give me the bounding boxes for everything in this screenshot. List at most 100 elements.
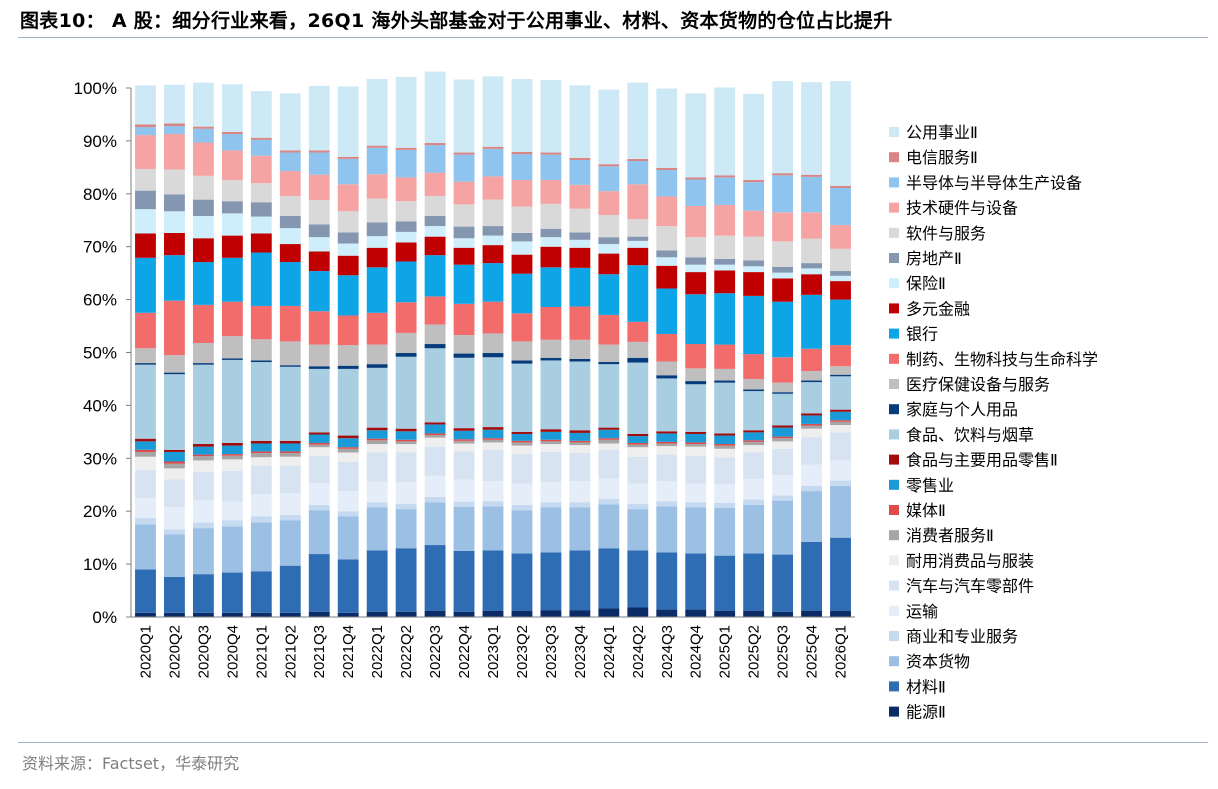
bar-segment <box>511 360 533 364</box>
bar-segment <box>685 431 707 434</box>
bar-segment <box>772 438 794 442</box>
bar-segment <box>221 459 243 471</box>
bar-segment <box>279 465 301 494</box>
bar-segment <box>685 507 707 554</box>
bar-segment <box>540 267 562 308</box>
bar-segment <box>627 447 649 457</box>
bar-segment <box>685 384 707 432</box>
bar-segment <box>453 428 475 431</box>
bar-segment <box>279 262 301 306</box>
bar-segment <box>772 173 794 176</box>
bar-segment <box>598 362 620 365</box>
legend-swatch <box>889 580 899 591</box>
bar-segment <box>192 612 214 617</box>
bar-segment <box>569 232 591 240</box>
bar-segment <box>424 437 446 447</box>
x-tick-label: 2020Q3 <box>195 625 212 678</box>
y-tick-label: 0% <box>92 608 117 627</box>
bar-segment <box>482 357 504 428</box>
bar-segment <box>540 152 562 155</box>
bar-segment <box>743 445 765 453</box>
bar-segment <box>308 366 330 369</box>
bar-segment <box>598 253 620 275</box>
bar-segment <box>308 483 330 505</box>
bar-segment <box>250 305 272 340</box>
bar-segment <box>830 248 851 272</box>
x-tick-label: 2023Q3 <box>543 625 560 678</box>
bar-segment <box>540 431 562 440</box>
x-tick-label: 2024Q4 <box>688 625 705 678</box>
bar-segment <box>627 219 649 237</box>
bar-segment <box>135 612 156 617</box>
bar-segment <box>135 497 156 519</box>
bar-segment <box>482 427 504 430</box>
bar-segment <box>366 438 388 441</box>
bar-segment <box>482 146 504 149</box>
bar-segment <box>279 365 301 367</box>
bar-segment <box>395 332 417 354</box>
bar-segment <box>598 237 620 245</box>
bar-segment <box>135 451 156 457</box>
x-tick-label: 2021Q1 <box>253 625 270 678</box>
bar-segment <box>424 145 446 173</box>
bar-segment <box>772 278 794 302</box>
legend-label: 食品、饮料与烟草 <box>906 425 1034 444</box>
bar-segment <box>627 82 649 159</box>
bar-segment <box>540 154 562 181</box>
bar-segment <box>540 203 562 229</box>
bar-segment <box>511 154 533 181</box>
bar-segment <box>801 212 822 239</box>
bar-segment <box>366 344 388 365</box>
bar-segment <box>279 565 301 613</box>
bar-segment <box>279 612 301 617</box>
bar-segment <box>801 491 822 542</box>
bar-segment <box>135 135 156 169</box>
legend-label: 半导体与半导体生产设备 <box>906 173 1082 192</box>
bar-segment <box>453 430 475 440</box>
bar-segment <box>511 504 533 511</box>
bar-segment <box>743 260 765 267</box>
bar-segment <box>627 550 649 608</box>
bar-segment <box>685 442 707 445</box>
bar-segment <box>685 237 707 258</box>
bar-segment <box>598 214 620 238</box>
bar-segment <box>511 363 533 432</box>
bar-segment <box>164 169 185 195</box>
bar-segment <box>337 275 359 316</box>
bar-segment <box>569 247 591 268</box>
bar-segment <box>511 232 533 242</box>
legend-swatch <box>889 379 899 389</box>
bar-segment <box>685 272 707 295</box>
bar-segment <box>743 504 765 554</box>
bar-segment <box>685 294 707 345</box>
bar-segment <box>772 382 794 393</box>
bar-segment <box>685 177 707 180</box>
bar-segment <box>453 154 475 182</box>
bar-segment <box>830 81 851 186</box>
bar-segment <box>656 288 678 334</box>
bar-segment <box>772 212 794 242</box>
bar-segment <box>801 428 822 438</box>
bar-segment <box>308 344 330 367</box>
bar-segment <box>830 187 851 226</box>
bar-segment <box>569 481 591 503</box>
bar-segment <box>801 348 822 372</box>
bar-segment <box>569 453 591 482</box>
bar-segment <box>164 84 185 124</box>
bar-segment <box>250 612 272 617</box>
bar-segment <box>279 493 301 515</box>
legend-swatch <box>889 681 899 692</box>
x-tick-label: 2025Q4 <box>804 625 821 678</box>
bar-segment <box>424 296 446 325</box>
bar-segment <box>366 444 388 453</box>
bar-segment <box>308 432 330 435</box>
source-note: 资料来源：Factset，华泰研究 <box>22 754 240 773</box>
y-tick-label: 40% <box>83 396 117 415</box>
bar-segment <box>279 514 301 521</box>
bar-segment <box>743 389 765 392</box>
bar-segment <box>192 454 214 457</box>
bar-segment <box>366 247 388 268</box>
bar-segment <box>192 522 214 529</box>
bar-segment <box>337 315 359 346</box>
bar-segment <box>279 366 301 441</box>
